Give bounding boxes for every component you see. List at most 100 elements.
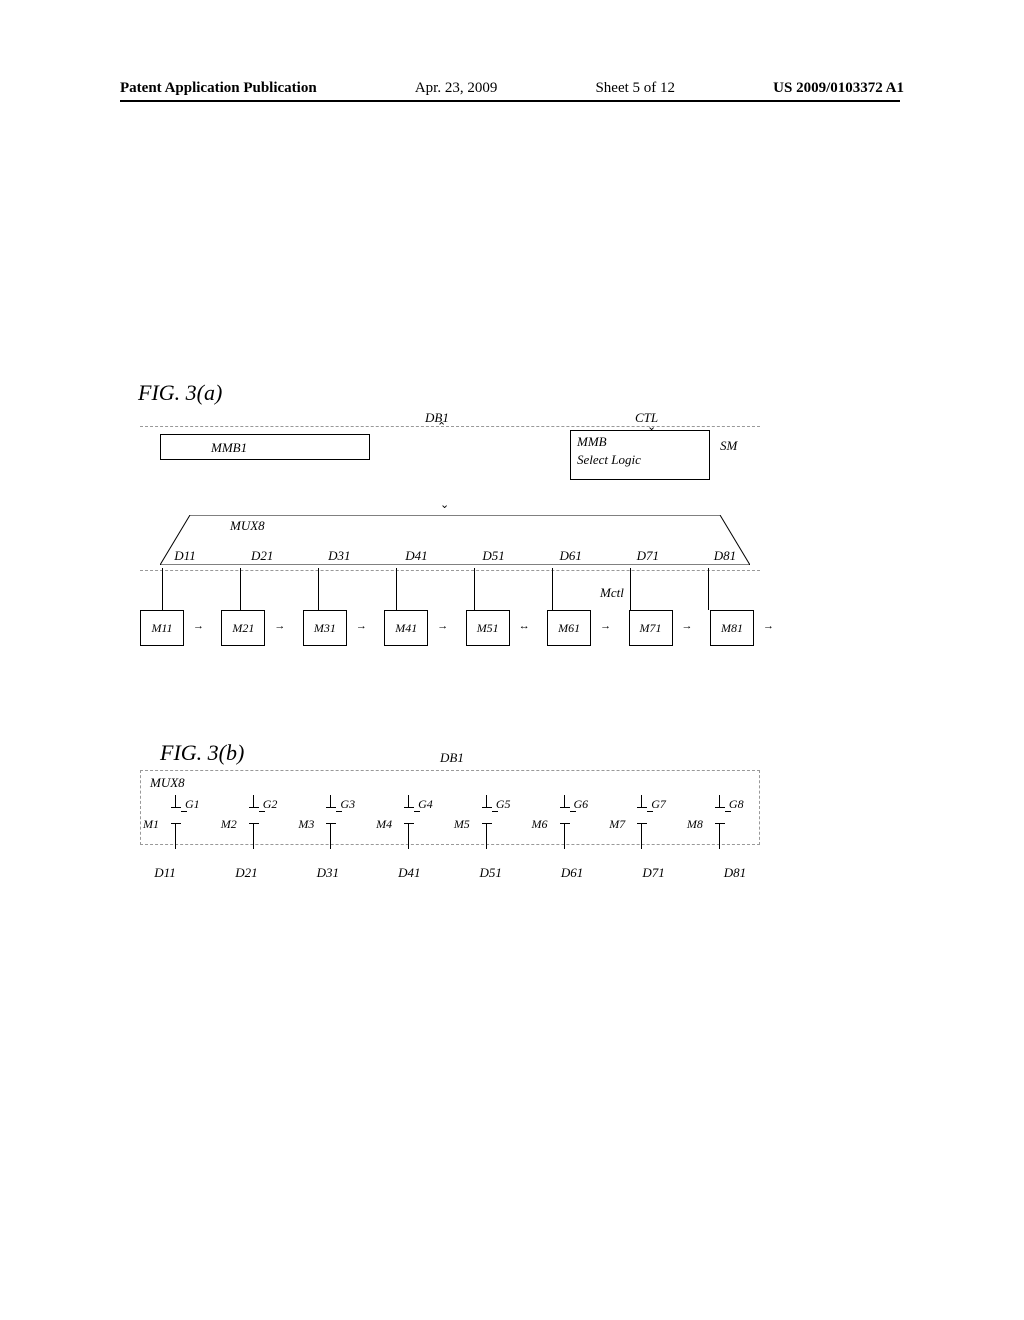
d-label: D31	[319, 548, 359, 564]
m-box-wrap: M21 →	[221, 610, 271, 646]
fig-b-d-labels: D11 D21 D31 D41 D51 D61 D71 D81	[145, 865, 755, 881]
m-label: M4	[376, 817, 392, 832]
m-label: M3	[298, 817, 314, 832]
transistor-cell: M3 G3	[300, 795, 366, 835]
g-label: G7	[651, 797, 666, 812]
m-box: M61	[547, 610, 591, 646]
d-label: D11	[165, 548, 205, 564]
transistor-cell: M7 G7	[611, 795, 677, 835]
stub-line	[240, 568, 241, 610]
stub-row	[140, 568, 760, 610]
d-label: D61	[551, 548, 591, 564]
fig-b-cells: M1 G1 M2 G2 M3 G3 M4 G4 M5 G5 M6 G6	[145, 795, 755, 835]
g-label: G1	[185, 797, 200, 812]
m-label: M7	[609, 817, 625, 832]
stub-line	[708, 568, 709, 610]
g-label: G2	[263, 797, 278, 812]
fig-a-d-labels: D11 D21 D31 D41 D51 D61 D71 D81	[165, 548, 745, 564]
stub-line	[162, 568, 163, 610]
arrow-icon: →	[763, 620, 774, 632]
caret-icon: ⌃	[437, 420, 446, 433]
g-label: G3	[340, 797, 355, 812]
transistor-cell: M4 G4	[378, 795, 444, 835]
transistor-cell: M6 G6	[534, 795, 600, 835]
mmb-select-logic-text: MMBSelect Logic	[577, 434, 641, 467]
mmb-select-logic-box: MMBSelect Logic	[570, 430, 710, 480]
header-rule	[120, 100, 900, 102]
m-box-wrap: M31 →	[303, 610, 353, 646]
d-label: D61	[552, 865, 592, 881]
transistor-cell: M8 G8	[689, 795, 755, 835]
transistor-cell: M2 G2	[223, 795, 289, 835]
stub-line	[396, 568, 397, 610]
d-label: D51	[474, 548, 514, 564]
arrow-icon: →	[356, 620, 367, 632]
m-label: M5	[454, 817, 470, 832]
m-label: M1	[143, 817, 159, 832]
stub-line	[318, 568, 319, 610]
g-label: G6	[574, 797, 589, 812]
d-label: D31	[308, 865, 348, 881]
fig-a-dash-top	[140, 426, 760, 427]
figure-3b: DB1 MUX8 M1 G1 M2 G2 M3 G3 M4 G4 M5 G5	[140, 770, 760, 920]
stub-line	[630, 568, 631, 610]
transistor-cell: M5 G5	[456, 795, 522, 835]
arrow-icon: →	[682, 620, 693, 632]
m-box: M81	[710, 610, 754, 646]
d-label: D21	[242, 548, 282, 564]
m-label: M6	[532, 817, 548, 832]
arrow-icon: ↔	[519, 620, 530, 632]
d-label: D81	[715, 865, 755, 881]
d-label: D71	[634, 865, 674, 881]
m-box-wrap: M81 →	[710, 610, 760, 646]
figure-3a: DB1 CTL ⌃ ⌄ ⌄ MMB1 MMBSelect Logic SM MU…	[140, 410, 760, 670]
header-sheet: Sheet 5 of 12	[595, 80, 675, 97]
transistor-icon	[324, 795, 342, 835]
transistor-icon	[169, 795, 187, 835]
d-label: D41	[389, 865, 429, 881]
m-box-row: M11 → M21 → M31 → M41 → M51 ↔ M61 → M71 …	[140, 610, 760, 646]
header-left: Patent Application Publication	[120, 80, 317, 97]
mux8-label: MUX8	[230, 518, 265, 534]
header-right: US 2009/0103372 A1	[773, 80, 904, 97]
m-box-wrap: M41 →	[384, 610, 434, 646]
caret-down-icon: ⌄	[440, 498, 449, 511]
g-label: G8	[729, 797, 744, 812]
page-header: Patent Application Publication Apr. 23, …	[0, 80, 1024, 97]
m-label: M2	[221, 817, 237, 832]
g-label: G5	[496, 797, 511, 812]
m-box-wrap: M61 →	[547, 610, 597, 646]
m-box: M31	[303, 610, 347, 646]
fig-b-label: FIG. 3(b)	[160, 740, 244, 766]
d-label: D71	[628, 548, 668, 564]
fig-b-mux8-label: MUX8	[150, 775, 185, 791]
m-label: M8	[687, 817, 703, 832]
header-date: Apr. 23, 2009	[415, 80, 498, 97]
transistor-cell: M1 G1	[145, 795, 211, 835]
mmb1-box: MMB1	[160, 434, 370, 460]
m-box: M51	[466, 610, 510, 646]
g-label: G4	[418, 797, 433, 812]
m-box-wrap: M51 ↔	[466, 610, 516, 646]
arrow-icon: →	[274, 620, 285, 632]
m-box: M71	[629, 610, 673, 646]
m-box-wrap: M71 →	[629, 610, 679, 646]
arrow-icon: →	[437, 620, 448, 632]
d-label: D51	[471, 865, 511, 881]
transistor-icon	[635, 795, 653, 835]
d-label: D21	[226, 865, 266, 881]
arrow-icon: →	[600, 620, 611, 632]
d-label: D81	[705, 548, 745, 564]
m-box: M41	[384, 610, 428, 646]
m-box: M21	[221, 610, 265, 646]
fig-a-label: FIG. 3(a)	[138, 380, 222, 406]
m-box-wrap: M11 →	[140, 610, 190, 646]
stub-line	[474, 568, 475, 610]
transistor-icon	[402, 795, 420, 835]
transistor-icon	[247, 795, 265, 835]
fig-b-db1-label: DB1	[440, 750, 464, 766]
stub-line	[552, 568, 553, 610]
transistor-icon	[558, 795, 576, 835]
arrow-icon: →	[193, 620, 204, 632]
d-label: D11	[145, 865, 185, 881]
